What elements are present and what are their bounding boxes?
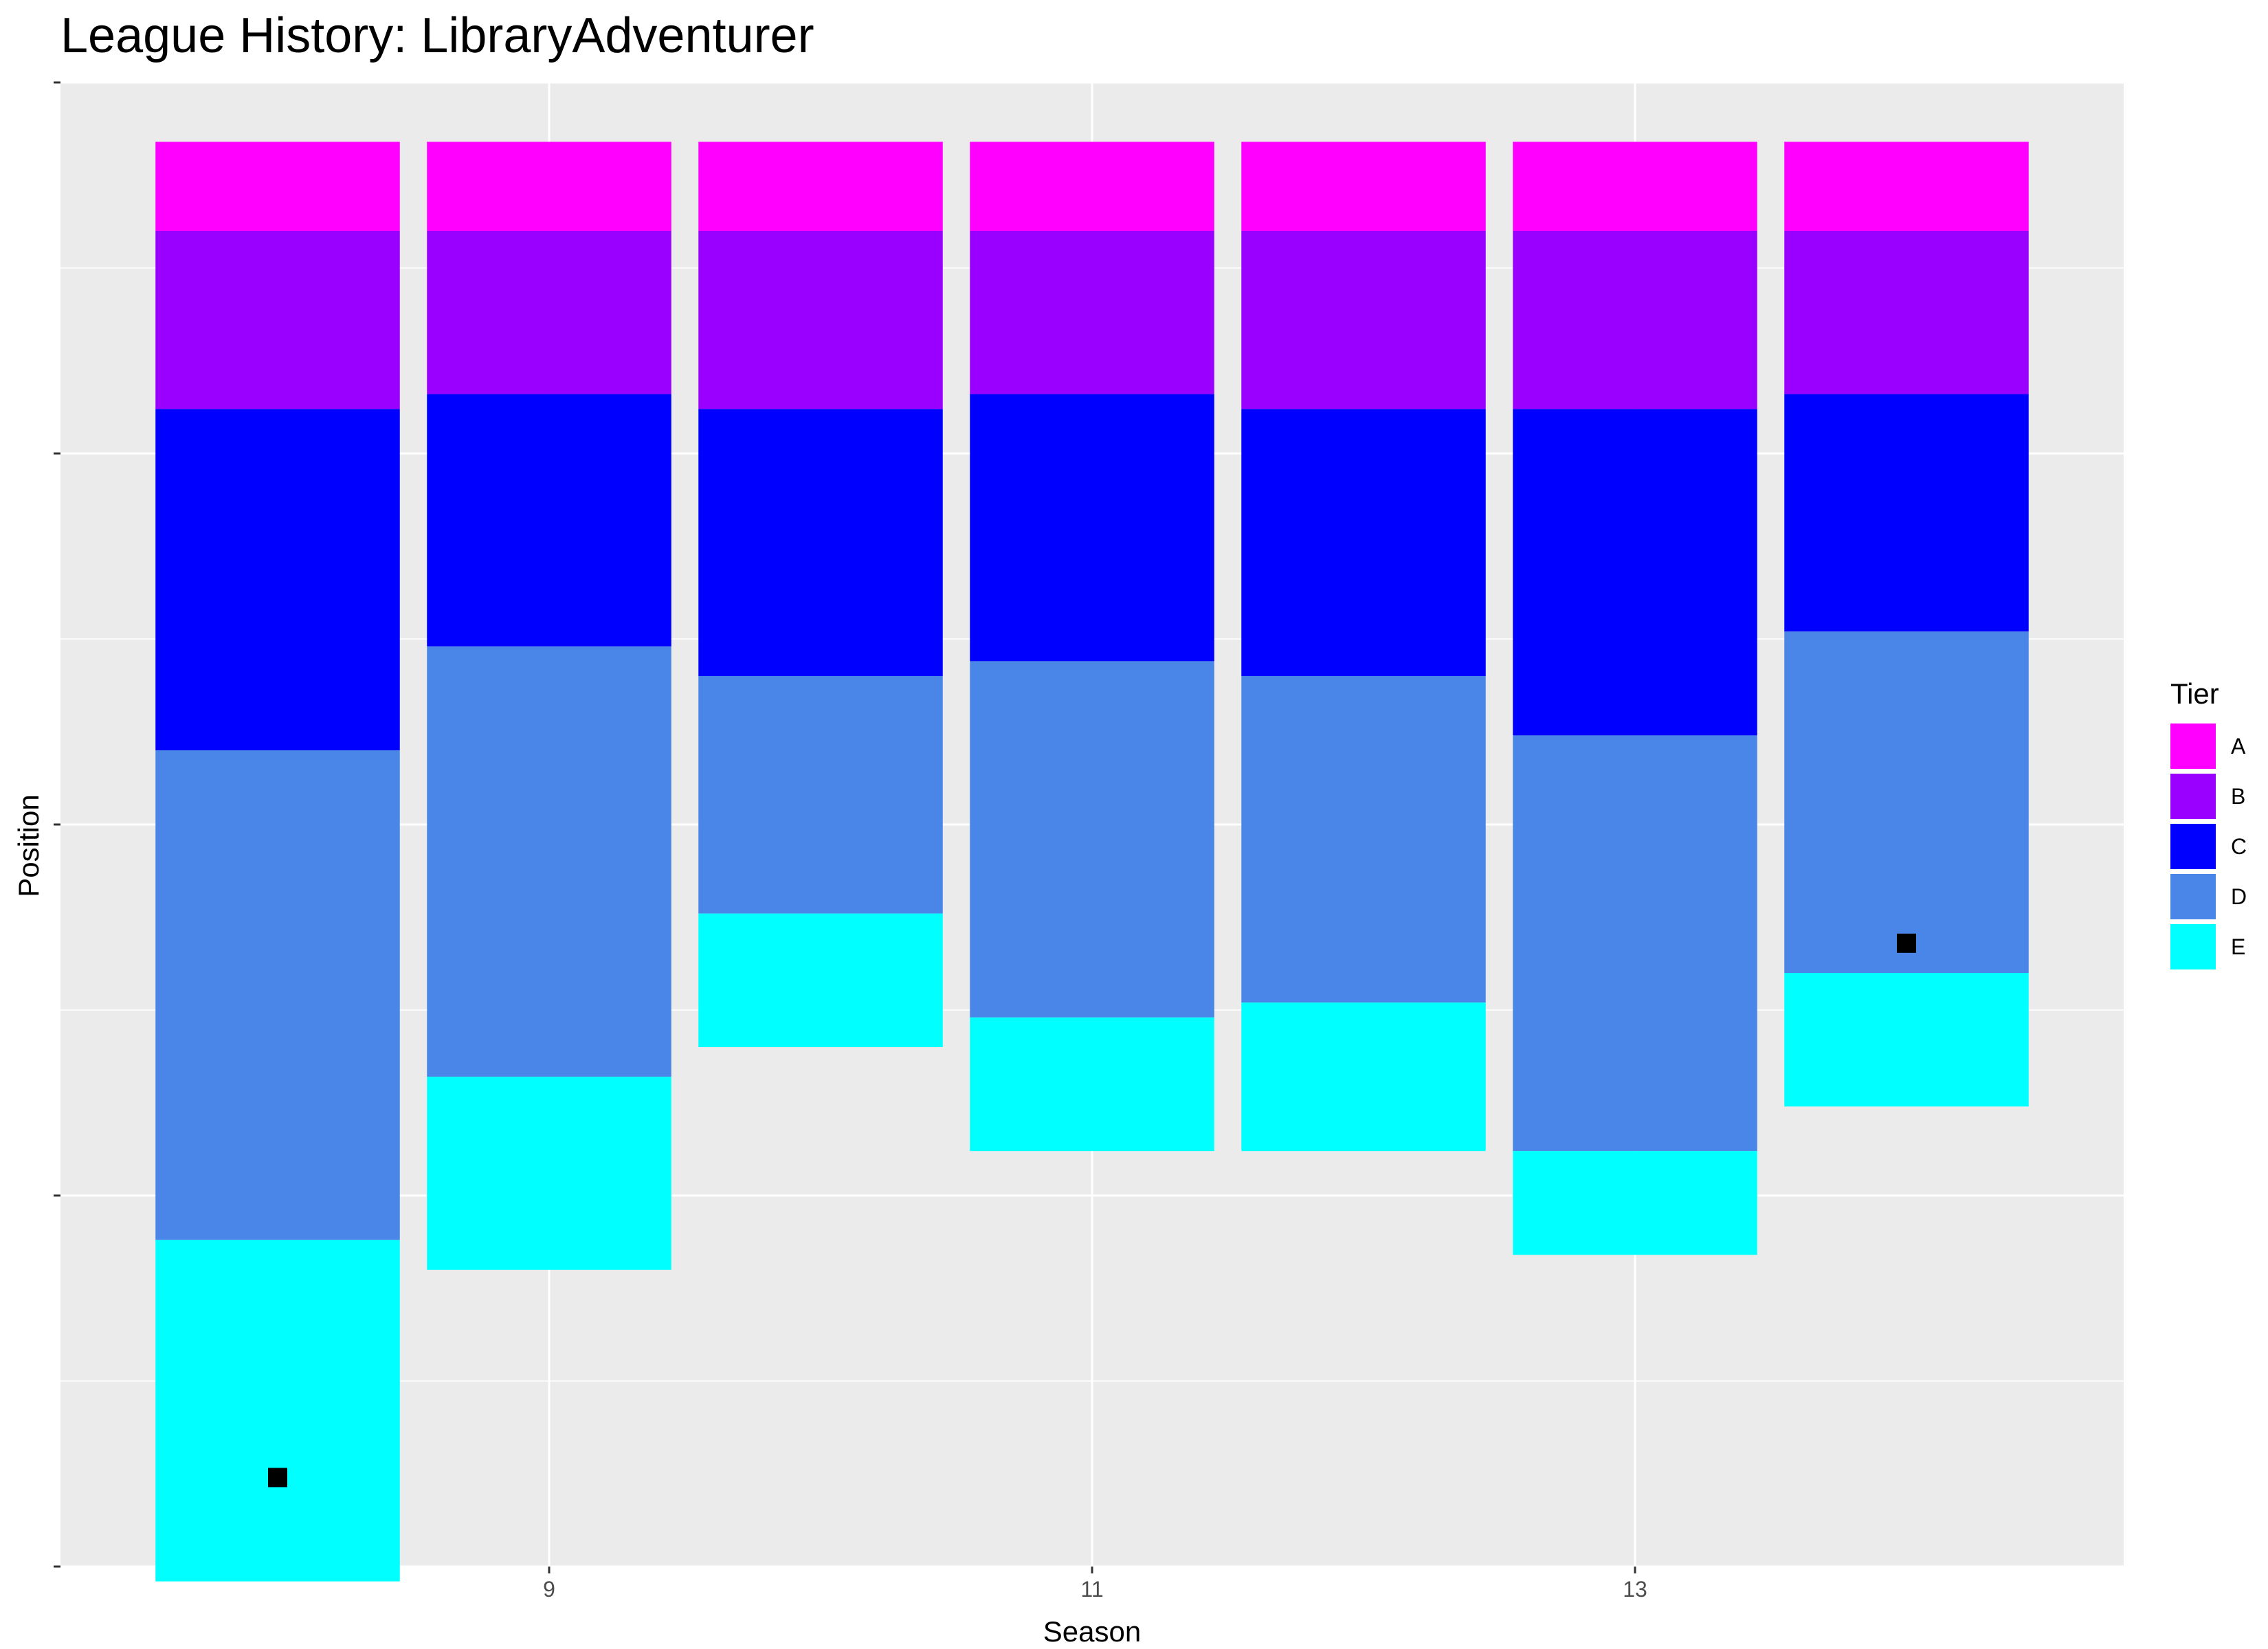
- x-axis-title: Season: [1043, 1615, 1141, 1648]
- bar-segment-season-8-tier-E: [155, 1239, 400, 1582]
- bar-segment-season-14-tier-B: [1784, 231, 2029, 394]
- bar-segment-season-10-tier-E: [698, 913, 943, 1047]
- bar-segment-season-11-tier-A: [970, 142, 1214, 231]
- bar-segment-season-8-tier-A: [155, 142, 400, 231]
- bar-segment-season-14-tier-D: [1784, 631, 2029, 973]
- bar-segment-season-13-tier-E: [1513, 1151, 1757, 1255]
- legend-key-A: [2170, 723, 2216, 769]
- bar-segment-season-13-tier-A: [1513, 142, 1757, 231]
- bar-segment-season-10-tier-B: [698, 231, 943, 410]
- bar-segment-season-12-tier-B: [1241, 231, 1486, 410]
- legend-title: Tier: [2170, 677, 2219, 710]
- bar-segment-season-13-tier-D: [1513, 735, 1757, 1152]
- bar-segment-season-14-tier-C: [1784, 394, 2029, 632]
- bar-segment-season-9-tier-D: [427, 646, 671, 1077]
- legend-key-C: [2170, 824, 2216, 869]
- bars-group: [155, 142, 2029, 1582]
- bar-segment-season-11-tier-C: [970, 394, 1214, 662]
- bar-segment-season-14-tier-E: [1784, 973, 2029, 1107]
- y-axis-title: Position: [12, 794, 45, 897]
- bar-segment-season-10-tier-D: [698, 676, 943, 914]
- legend-label-A: A: [2231, 734, 2246, 759]
- bar-segment-season-8-tier-C: [155, 409, 400, 750]
- legend-label-E: E: [2231, 934, 2245, 959]
- chart-title: League History: LibraryAdventurer: [60, 8, 814, 63]
- bar-segment-season-10-tier-A: [698, 142, 943, 231]
- position-marker-season-8: [268, 1468, 287, 1488]
- x-tick-label: 13: [1623, 1577, 1647, 1602]
- bar-segment-season-8-tier-B: [155, 231, 400, 410]
- markers-group: [268, 933, 1916, 1488]
- y-axis-ticks: [54, 81, 60, 1568]
- bar-segment-season-14-tier-A: [1784, 142, 2029, 231]
- legend-key-B: [2170, 774, 2216, 819]
- bar-segment-season-11-tier-B: [970, 231, 1214, 394]
- x-tick-label: 9: [543, 1577, 555, 1602]
- bar-segment-season-12-tier-C: [1241, 409, 1486, 676]
- bar-segment-season-10-tier-C: [698, 409, 943, 676]
- bar-segment-season-12-tier-A: [1241, 142, 1486, 231]
- legend-key-E: [2170, 924, 2216, 969]
- bar-segment-season-12-tier-D: [1241, 676, 1486, 1003]
- x-axis-ticks: 9 11 13: [543, 1567, 1647, 1602]
- bar-segment-season-13-tier-B: [1513, 231, 1757, 410]
- bar-segment-season-8-tier-D: [155, 750, 400, 1240]
- bar-segment-season-13-tier-C: [1513, 409, 1757, 736]
- bar-segment-season-12-tier-E: [1241, 1002, 1486, 1152]
- bar-segment-season-11-tier-E: [970, 1017, 1214, 1152]
- position-marker-season-14: [1897, 933, 1916, 953]
- x-tick-label: 11: [1080, 1577, 1103, 1602]
- bar-segment-season-9-tier-E: [427, 1077, 671, 1270]
- legend-key-D: [2170, 874, 2216, 919]
- bar-segment-season-9-tier-C: [427, 394, 671, 647]
- legend-label-C: C: [2231, 834, 2247, 859]
- legend-label-D: D: [2231, 884, 2247, 909]
- legend-label-B: B: [2231, 784, 2245, 809]
- bar-segment-season-9-tier-B: [427, 231, 671, 394]
- bar-segment-season-11-tier-D: [970, 661, 1214, 1018]
- bar-segment-season-9-tier-A: [427, 142, 671, 231]
